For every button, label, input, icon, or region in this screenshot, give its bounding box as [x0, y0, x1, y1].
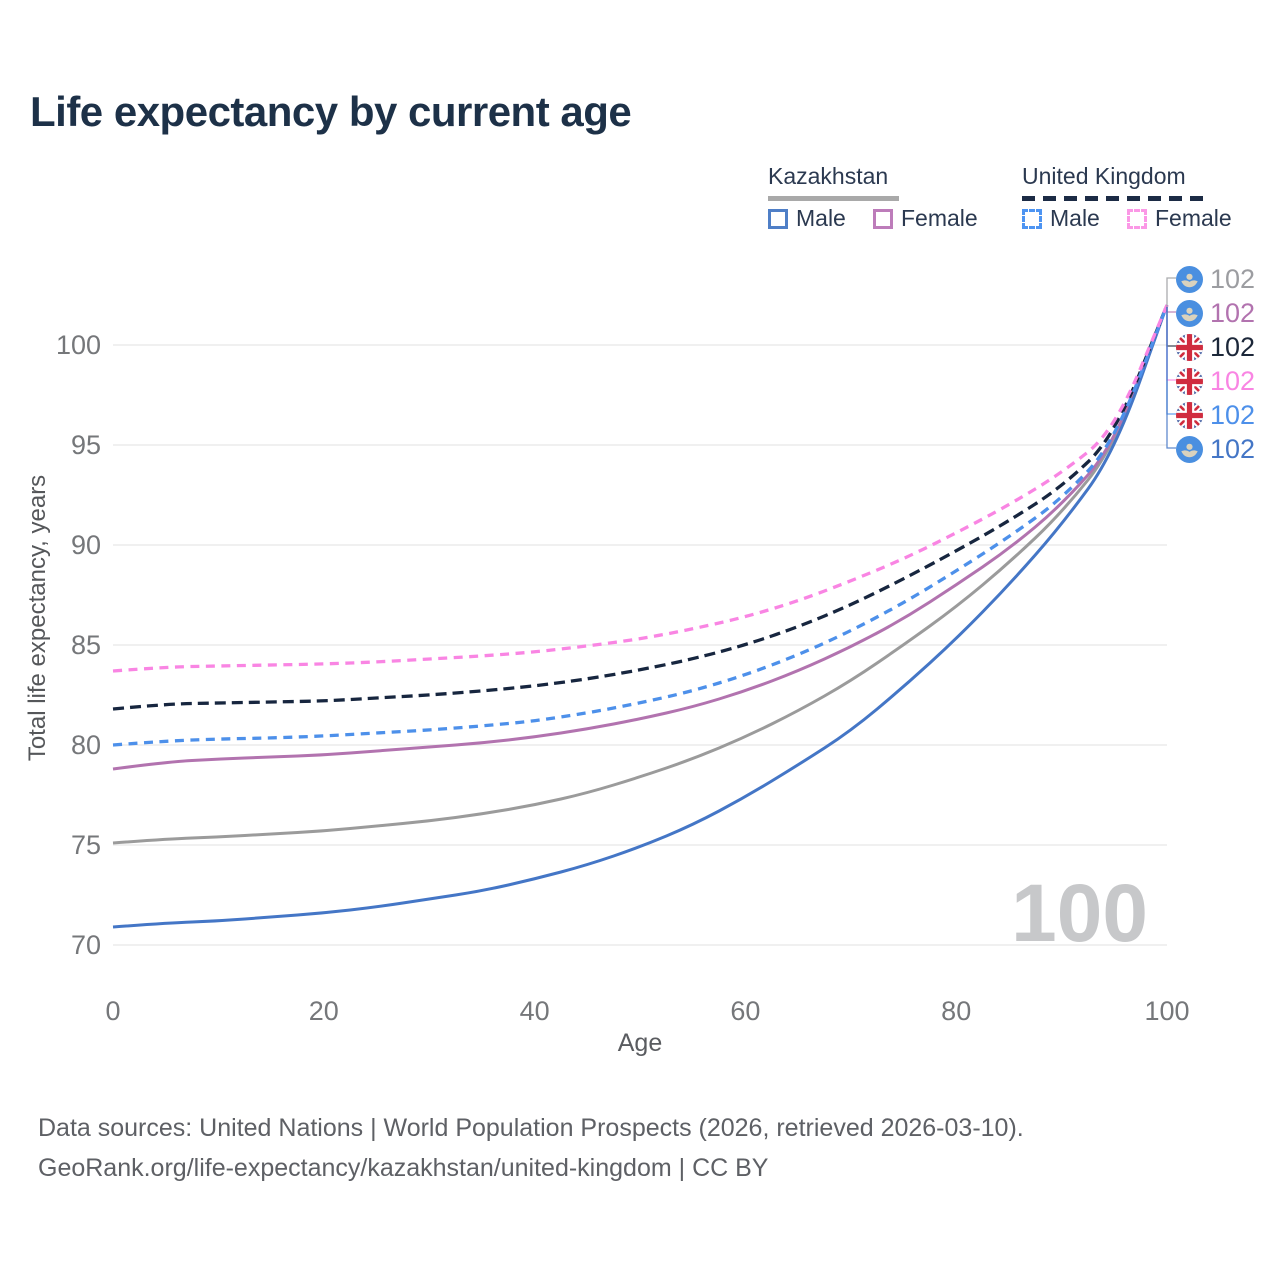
y-tick-label: 70	[71, 930, 101, 960]
end-label-value: 102	[1210, 366, 1256, 396]
x-tick-label: 80	[941, 996, 971, 1026]
footer-source-line-2: GeoRank.org/life-expectancy/kazakhstan/u…	[38, 1154, 769, 1182]
legend-group-kazakhstan: Kazakhstan	[768, 163, 899, 201]
kazakhstan-flag-icon	[1176, 436, 1203, 463]
y-tick-label: 100	[56, 330, 101, 360]
series-line-kazakhstan-male[interactable]	[112, 304, 1169, 929]
y-tick-label: 85	[71, 630, 101, 660]
end-label-kazakhstan-total: 102	[1176, 264, 1255, 295]
end-label-leader-line	[1166, 307, 1176, 381]
y-tick-label: 95	[71, 430, 101, 460]
end-label-united-kingdom-male: 102	[1176, 400, 1255, 431]
end-label-value: 102	[1210, 400, 1256, 430]
end-label-united-kingdom-female: 102	[1176, 366, 1255, 397]
kz-female-swatch-icon	[873, 208, 893, 229]
x-tick-label: 20	[309, 996, 339, 1026]
legend-item-label: Male	[1050, 205, 1100, 231]
legend-item-label: Female	[901, 205, 978, 231]
end-label-leader-line	[1166, 277, 1176, 307]
legend-item-uk-female[interactable]: Female	[1127, 205, 1232, 232]
end-label-leader-line	[1166, 307, 1176, 449]
footer-source: Data sources: United Nations | World Pop…	[38, 1108, 1024, 1188]
series-line-united-kingdom-female[interactable]	[112, 304, 1169, 673]
legend-group-united-kingdom: United Kingdom	[1022, 163, 1207, 201]
kazakhstan-flag-icon	[1176, 266, 1203, 293]
united-kingdom-flag-icon	[1176, 402, 1203, 429]
page-title: Life expectancy by current age	[30, 88, 632, 135]
series-line-united-kingdom-total[interactable]	[112, 304, 1169, 711]
series-line-kazakhstan-female[interactable]	[112, 304, 1169, 771]
end-label-leader-line	[1166, 307, 1176, 313]
united-kingdom-dashed-line-key	[1022, 196, 1207, 201]
legend-item-uk-male[interactable]: Male	[1022, 205, 1100, 232]
legend-item-kz-male[interactable]: Male	[768, 205, 846, 232]
y-tick-label: 75	[71, 830, 101, 860]
end-label-kazakhstan-male: 102	[1176, 434, 1255, 465]
end-label-value: 102	[1210, 434, 1256, 464]
kazakhstan-solid-line-key	[768, 196, 899, 201]
end-label-kazakhstan-female: 102	[1176, 298, 1255, 329]
x-tick-label: 100	[1144, 996, 1189, 1026]
end-label-value: 102	[1210, 298, 1256, 328]
legend-group-united-kingdom-label[interactable]: United Kingdom	[1022, 163, 1186, 189]
united-kingdom-flag-icon	[1176, 368, 1203, 395]
y-axis-title: Total life expectancy, years	[24, 475, 51, 761]
x-axis-title: Age	[618, 1029, 662, 1057]
uk-female-swatch-icon	[1127, 208, 1147, 229]
footer-source-line-1: Data sources: United Nations | World Pop…	[38, 1114, 1024, 1142]
current-age-watermark: 100	[1011, 868, 1148, 959]
x-tick-label: 40	[520, 996, 550, 1026]
end-label-value: 102	[1210, 264, 1256, 294]
legend-item-label: Female	[1155, 205, 1232, 231]
kazakhstan-flag-icon	[1176, 300, 1203, 327]
legend-item-kz-female[interactable]: Female	[873, 205, 978, 232]
legend-item-label: Male	[796, 205, 846, 231]
end-label-leader-line	[1166, 307, 1176, 347]
end-label-leader-line	[1166, 307, 1176, 415]
series-line-kazakhstan-total[interactable]	[112, 304, 1169, 845]
y-tick-label: 90	[71, 530, 101, 560]
x-tick-label: 0	[105, 996, 120, 1026]
y-tick-label: 80	[71, 730, 101, 760]
united-kingdom-flag-icon	[1176, 334, 1203, 361]
end-label-united-kingdom-total: 102	[1176, 332, 1255, 363]
x-tick-label: 60	[730, 996, 760, 1026]
kz-male-swatch-icon	[768, 208, 788, 229]
uk-male-swatch-icon	[1022, 208, 1042, 229]
end-label-value: 102	[1210, 332, 1256, 362]
series-line-united-kingdom-male[interactable]	[112, 304, 1169, 747]
legend-group-kazakhstan-label[interactable]: Kazakhstan	[768, 163, 889, 189]
